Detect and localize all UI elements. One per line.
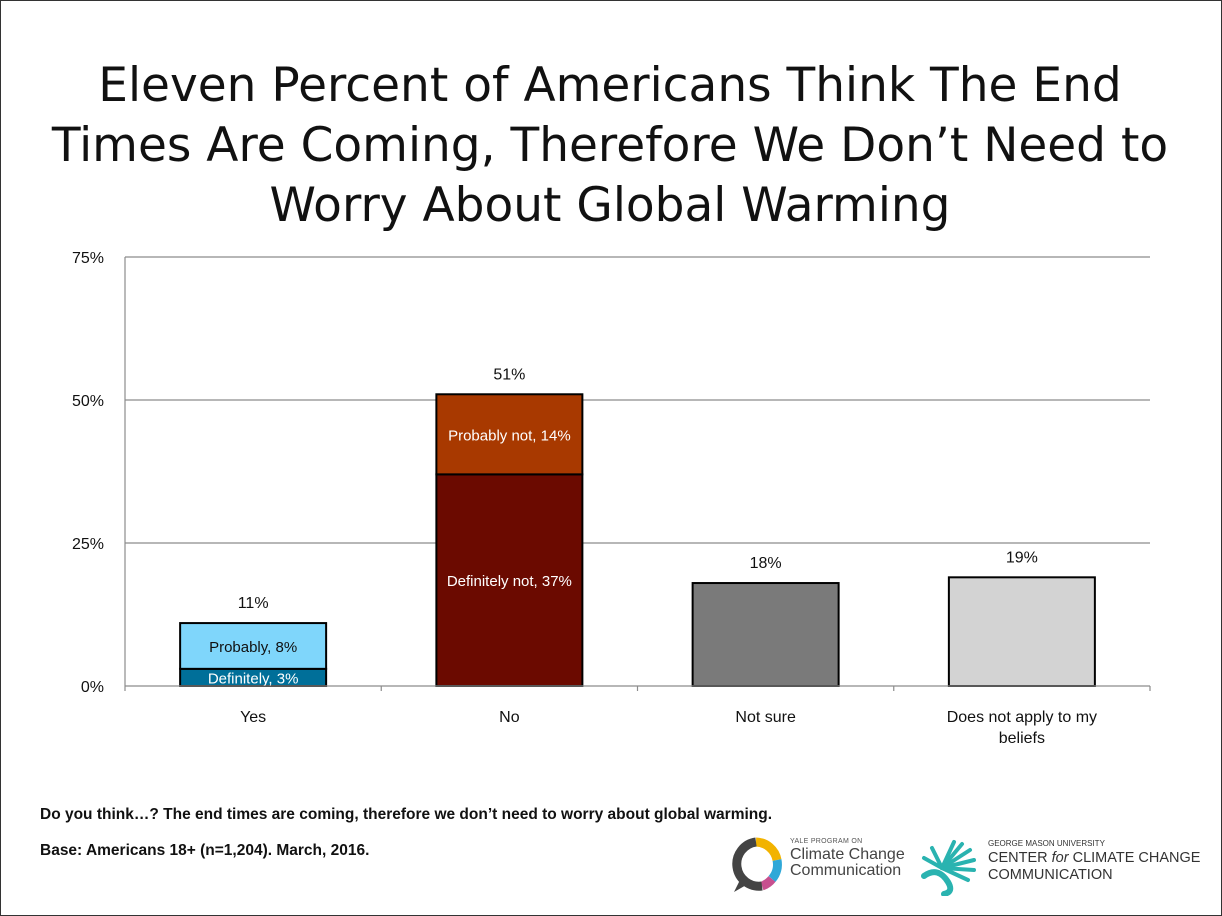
category-label: Not sure <box>735 709 796 726</box>
footnote-base: Base: Americans 18+ (n=1,204). March, 20… <box>40 842 370 859</box>
category-label: No <box>499 709 520 726</box>
bar-segment <box>691 582 840 687</box>
total-label: 51% <box>493 366 525 383</box>
segment-label: Definitely not, 37% <box>447 573 572 590</box>
yale-logo-small-text: YALE PROGRAM ON <box>790 838 863 845</box>
yale-logo-icon <box>732 837 782 892</box>
category-label: Does not apply to my beliefs <box>947 709 1097 747</box>
gmu-logo-text: CENTER for CLIMATE CHANGE COMMUNICATION <box>988 850 1201 883</box>
bar-segment <box>435 393 584 476</box>
logos: YALE PROGRAM ON Climate Change Communica… <box>726 836 1206 896</box>
yale-logo-text: Climate Change Communication <box>790 846 905 879</box>
bar-segment <box>947 576 1096 688</box>
segment-label: Probably not, 14% <box>448 427 571 444</box>
total-label: 18% <box>750 555 782 572</box>
bar-segment <box>179 622 328 670</box>
segment-label: Definitely, 3% <box>208 670 299 687</box>
gmu-logo-icon <box>921 840 976 896</box>
category-label: Yes <box>240 709 266 726</box>
y-tick-label: 0% <box>81 679 104 696</box>
total-label: 11% <box>238 595 269 612</box>
chart-title: Eleven Percent of Americans Think The En… <box>51 58 1169 233</box>
y-tick-label: 75% <box>72 250 104 267</box>
segment-label: Probably, 8% <box>209 639 297 656</box>
y-tick-label: 50% <box>72 393 104 410</box>
y-tick-label: 25% <box>72 536 104 553</box>
gmu-logo-small-text: GEORGE MASON UNIVERSITY <box>988 839 1105 848</box>
footnote-question: Do you think…? The end times are coming,… <box>40 806 773 823</box>
total-label: 19% <box>1006 549 1038 566</box>
